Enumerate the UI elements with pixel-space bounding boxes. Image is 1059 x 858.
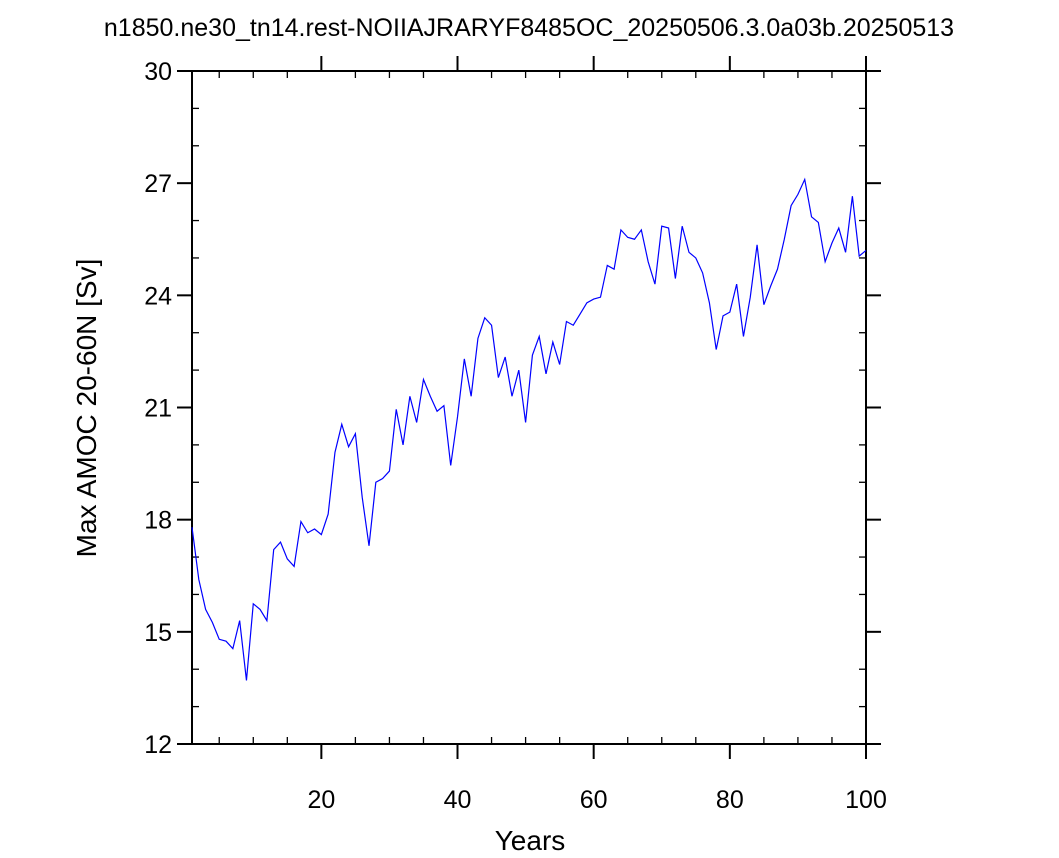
y-tick-label: 21	[144, 395, 172, 423]
chart-title: n1850.ne30_tn14.rest-NOIIAJRARYF8485OC_2…	[104, 14, 954, 42]
y-tick-label: 24	[144, 282, 172, 310]
plot-frame	[191, 70, 867, 745]
tick-labels: 12 15 18 21 24 27 30 20 40 60 80 100	[144, 58, 887, 814]
series-line	[191, 177, 867, 681]
x-tick-label: 60	[580, 786, 608, 814]
y-tick-label: 15	[144, 619, 172, 647]
x-tick-label: 100	[845, 786, 887, 814]
y-tick-label: 18	[144, 507, 172, 535]
y-tick-label: 12	[144, 731, 172, 759]
y-tick-label: 30	[144, 58, 172, 86]
y-tick-label: 27	[144, 170, 172, 198]
x-tick-label: 20	[307, 786, 335, 814]
y-axis-label: Max AMOC 20-60N [Sv]	[71, 259, 102, 558]
axis-ticks	[177, 56, 881, 759]
x-tick-label: 40	[444, 786, 472, 814]
x-tick-label: 80	[716, 786, 744, 814]
x-axis-label: Years	[495, 825, 566, 856]
